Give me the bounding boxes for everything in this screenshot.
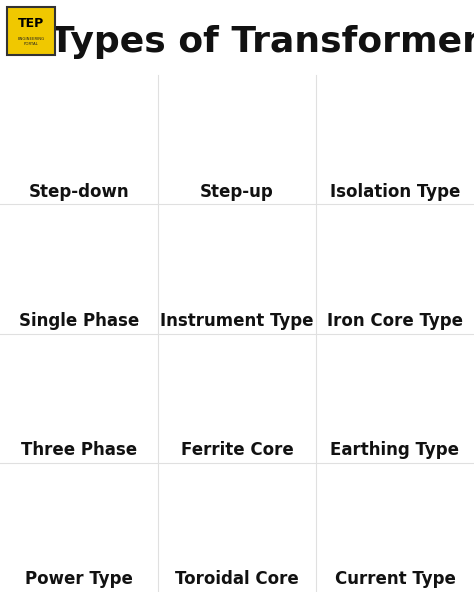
Text: Instrument Type: Instrument Type: [160, 312, 314, 330]
Text: Iron Core Type: Iron Core Type: [327, 312, 463, 330]
Text: Three Phase: Three Phase: [21, 441, 137, 459]
Text: Step-up: Step-up: [200, 182, 274, 201]
Text: Toroidal Core: Toroidal Core: [175, 570, 299, 588]
Text: Current Type: Current Type: [335, 570, 456, 588]
Text: Earthing Type: Earthing Type: [330, 441, 459, 459]
Text: Power Type: Power Type: [25, 570, 133, 588]
Text: ENGINEERING
PORTAL: ENGINEERING PORTAL: [18, 37, 45, 46]
FancyBboxPatch shape: [7, 7, 55, 55]
Text: Isolation Type: Isolation Type: [330, 182, 460, 201]
Text: TEP: TEP: [18, 17, 44, 30]
Text: Ferrite Core: Ferrite Core: [181, 441, 293, 459]
Text: Single Phase: Single Phase: [19, 312, 139, 330]
Text: Step-down: Step-down: [29, 182, 129, 201]
Text: Types of Transformer: Types of Transformer: [50, 25, 474, 59]
